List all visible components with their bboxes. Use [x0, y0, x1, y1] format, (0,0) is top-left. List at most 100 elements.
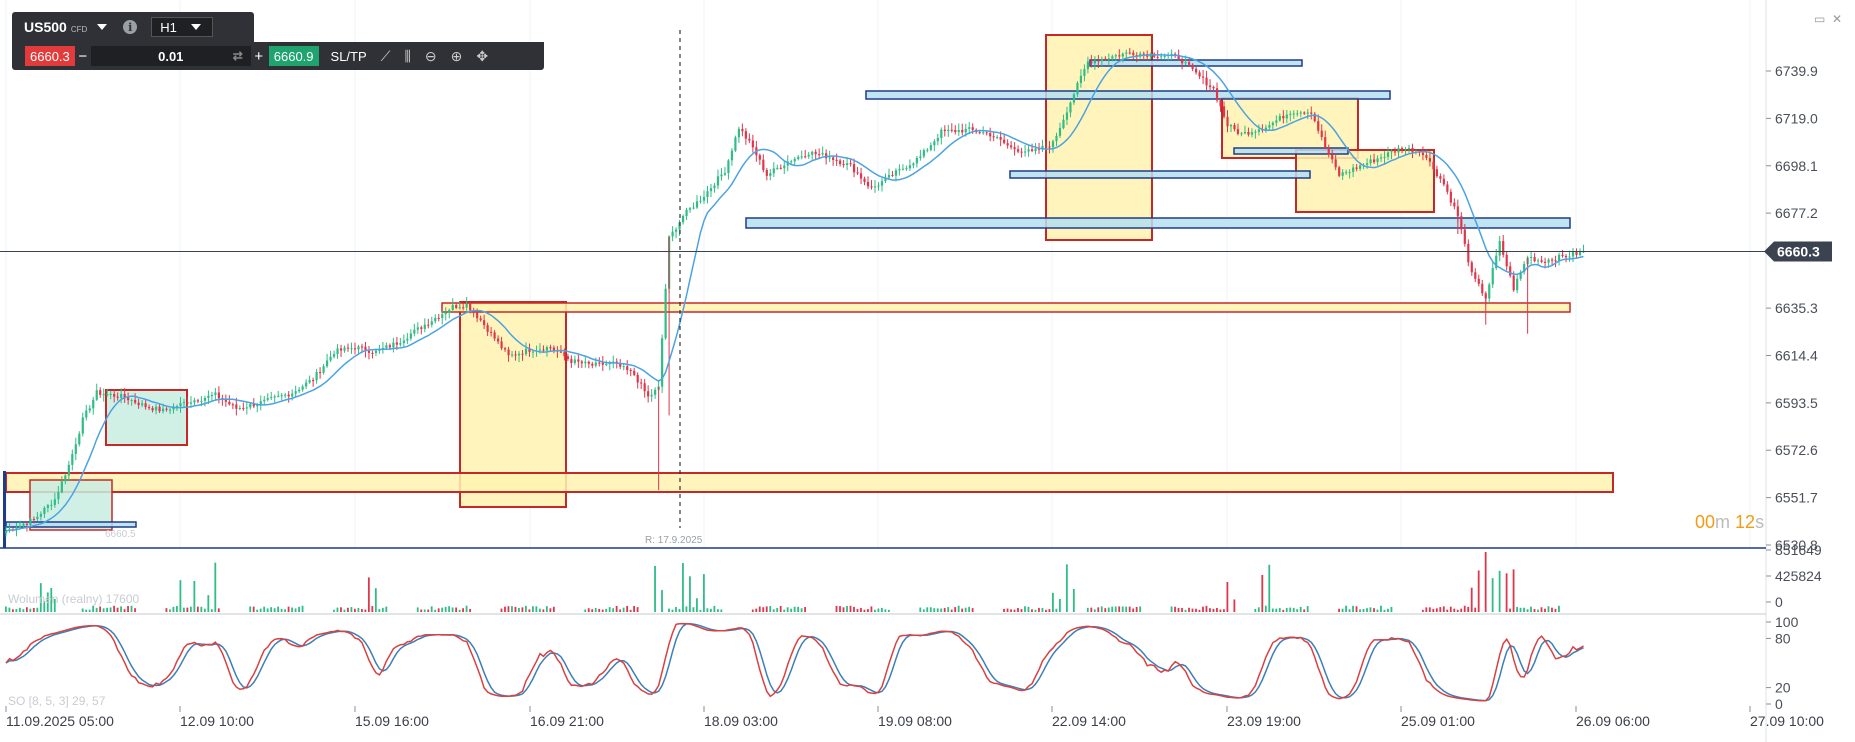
volume-pane: 851649 425824 0: [5, 542, 1822, 612]
swap-icon[interactable]: ⇄: [232, 49, 243, 63]
trading-zone[interactable]: [5, 521, 137, 528]
volume-tick-label: 0: [1775, 594, 1783, 610]
candle: [1163, 56, 1166, 58]
volume-bar: [1533, 609, 1536, 612]
volume-bar: [350, 607, 353, 612]
candle: [367, 350, 371, 353]
stochastic-d-line: [5, 623, 1584, 702]
volume-bar: [661, 590, 663, 612]
candle: [231, 404, 234, 406]
volume-bar: [1233, 599, 1236, 612]
candle: [870, 186, 873, 188]
volume-bar: [1174, 606, 1176, 612]
symbol-name[interactable]: US500: [24, 19, 67, 35]
candle: [964, 128, 967, 133]
volume-bar: [385, 606, 388, 612]
volume-bar: [1188, 607, 1190, 612]
volume-bar: [1376, 609, 1379, 612]
price-tick-label: 6635.3: [1775, 300, 1818, 316]
volume-bar: [1017, 607, 1019, 612]
candle: [1076, 82, 1079, 95]
candle: [762, 159, 765, 170]
volume-bar: [416, 607, 419, 612]
volume-bar: [381, 607, 384, 612]
trading-zone[interactable]: [1233, 147, 1349, 155]
volume-bar: [1509, 608, 1511, 612]
trading-zone[interactable]: [441, 302, 1571, 313]
volume-bar: [99, 606, 102, 612]
candle-countdown: 00m 12s: [1695, 512, 1764, 533]
candle: [374, 350, 378, 353]
volume-bar: [800, 608, 803, 612]
candle: [1208, 85, 1212, 87]
sltp-button[interactable]: SL/TP: [330, 48, 367, 64]
line-chart-icon[interactable]: ⟋: [380, 47, 391, 64]
volume-bar: [301, 605, 304, 612]
trading-zone[interactable]: [745, 217, 1571, 229]
crosshair-icon[interactable]: ✥: [476, 47, 489, 64]
candle: [985, 132, 988, 134]
volume-bar: [521, 607, 524, 612]
candle: [1215, 88, 1219, 101]
close-icon[interactable]: ✕: [1832, 12, 1843, 26]
candle: [720, 174, 723, 177]
volume-bar: [1505, 573, 1508, 612]
volume-bar: [1226, 581, 1229, 612]
volume-bar: [797, 606, 800, 612]
last-price-marker: 6660.3: [0, 241, 1832, 262]
candle: [978, 132, 981, 134]
candle: [1271, 122, 1274, 126]
volume-bar: [605, 608, 608, 612]
quantity-decrease-button[interactable]: −: [78, 47, 88, 65]
candles-icon[interactable]: ⫼: [404, 47, 411, 64]
volume-bar: [671, 609, 674, 612]
buy-button[interactable]: 6660.9: [268, 46, 319, 66]
timeframe-value: H1: [160, 19, 177, 35]
candle: [85, 410, 88, 418]
candle: [783, 165, 786, 169]
trading-zone[interactable]: [3, 471, 6, 548]
info-icon[interactable]: i: [123, 20, 138, 34]
candle: [654, 389, 657, 395]
candle: [1093, 60, 1096, 64]
candle: [674, 229, 678, 232]
candle: [933, 141, 936, 146]
volume-bar: [1170, 606, 1173, 612]
candle: [25, 523, 29, 525]
zoom-out-icon[interactable]: ⊖: [424, 47, 437, 64]
volume-bar: [1289, 607, 1292, 612]
minimize-icon[interactable]: ▭: [1814, 12, 1826, 26]
zoom-in-icon[interactable]: ⊕: [450, 47, 463, 64]
trading-zone[interactable]: [865, 90, 1391, 100]
candle: [950, 129, 953, 131]
quantity-input[interactable]: [128, 47, 213, 65]
candle: [95, 390, 98, 400]
volume-bar: [1387, 608, 1389, 612]
candle: [214, 392, 217, 395]
volume-bar: [1205, 605, 1208, 612]
volume-bar: [1104, 608, 1107, 612]
volume-bar: [957, 605, 960, 612]
sell-button[interactable]: 6660.3: [25, 46, 75, 66]
price-tick-label: 6719.0: [1775, 110, 1818, 126]
volume-bar: [779, 605, 782, 612]
timeframe-select[interactable]: H1: [151, 17, 214, 37]
candle: [1495, 255, 1498, 269]
trading-zone[interactable]: [5, 472, 1614, 493]
candle: [650, 394, 653, 397]
candle: [161, 408, 165, 412]
volume-bar: [176, 606, 178, 612]
symbol-dropdown-icon[interactable]: [97, 24, 108, 30]
trading-zone[interactable]: [1045, 34, 1153, 241]
volume-indicator-label[interactable]: Wolumen (realny) 17600: [8, 592, 140, 606]
candle: [898, 168, 901, 171]
candle: [800, 156, 803, 158]
trading-zone[interactable]: [1009, 170, 1311, 179]
trading-zone[interactable]: [1295, 149, 1435, 213]
quantity-increase-button[interactable]: +: [254, 47, 264, 65]
stochastic-indicator-label[interactable]: SO [8, 5, 3] 29, 57: [8, 694, 106, 708]
volume-bar: [1024, 606, 1026, 612]
volume-bar: [367, 577, 370, 612]
volume-bar: [256, 609, 259, 612]
